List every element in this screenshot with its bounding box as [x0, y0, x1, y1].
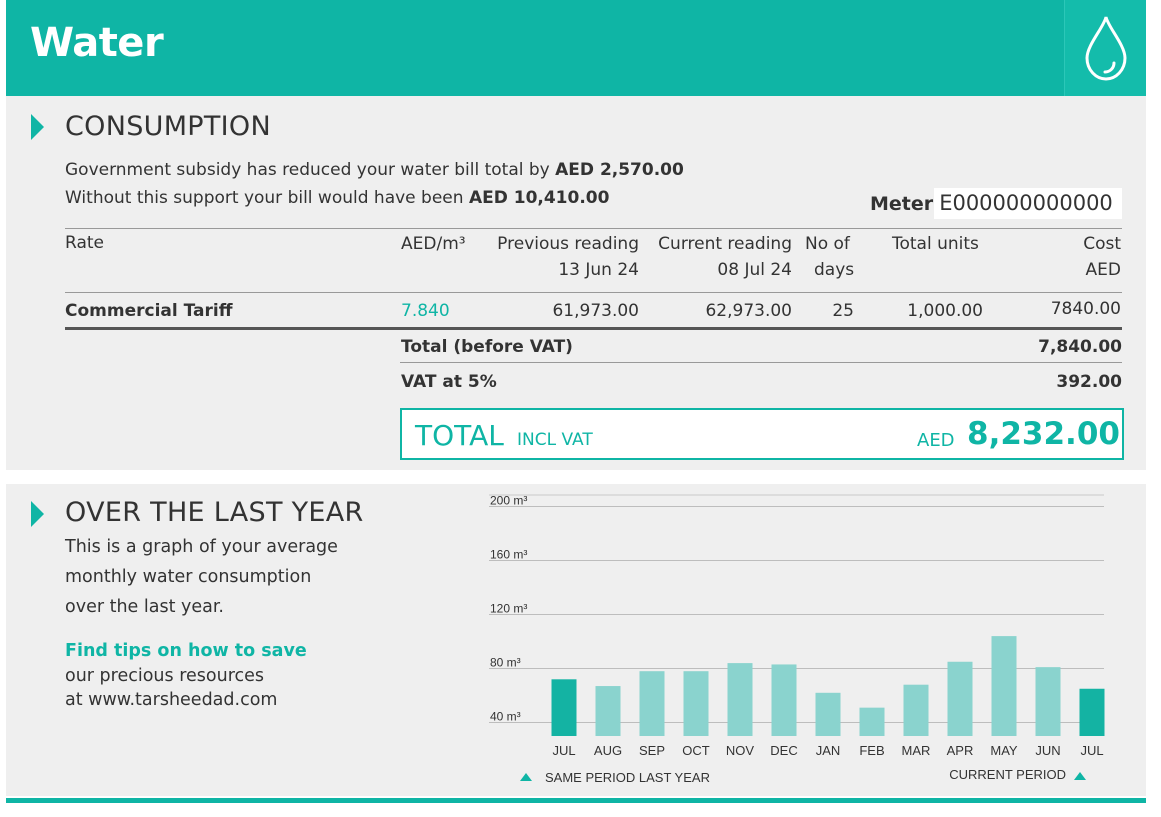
meter-label: Meter [870, 193, 934, 215]
col-days: days [814, 260, 855, 280]
tips-line-2: our precious resources [65, 666, 265, 686]
row-previous: 61,973.00 [552, 301, 639, 321]
total-before-vat-label: Total (before VAT) [401, 337, 573, 357]
meter-line: Meter E000000000000 [870, 191, 1113, 215]
bar [551, 679, 577, 736]
consumption-chart: 40 m³ 80 m³ 120 m³ 160 m³ 200 m³ JUL AUG SEP OCT… [487, 494, 1107, 798]
total-currency: AED [917, 430, 955, 451]
col-previous-date: 13 Jun 24 [558, 260, 639, 280]
without-support-amount: AED 10,410.00 [468, 188, 610, 208]
bar [859, 707, 885, 736]
total-before-vat-value: 7,840.00 [1038, 337, 1122, 357]
col-previous-reading: Previous reading [497, 234, 639, 254]
last-year-title: OVER THE LAST YEAR [65, 497, 364, 528]
without-support-line: Without this support your bill would hav… [65, 188, 609, 208]
vat-divider [400, 362, 1122, 363]
y-tick-label: 200 m³ [490, 494, 527, 508]
consumption-panel [6, 96, 1146, 470]
desc-line-1: This is a graph of your average [65, 537, 338, 557]
col-current-date: 08 Jul 24 [717, 260, 792, 280]
month-label: SEP [639, 743, 665, 758]
table-top-divider [65, 228, 1122, 229]
col-current-reading: Current reading [658, 234, 792, 254]
bar [639, 671, 665, 736]
bar [1035, 667, 1061, 736]
row-divider [65, 327, 1122, 330]
row-cost: 7840.00 [1050, 299, 1121, 319]
col-total-units: Total units [892, 234, 979, 254]
subsidy-amount: AED 2,570.00 [555, 160, 684, 180]
month-label: OCT [682, 743, 710, 758]
month-label: MAY [990, 743, 1018, 758]
desc-line-2: monthly water consumption [65, 567, 312, 587]
tips-link[interactable]: Find tips on how to save [65, 641, 307, 661]
month-label: JUL [552, 743, 575, 758]
col-cost-unit: AED [1085, 260, 1121, 280]
chart-svg: 40 m³ 80 m³ 120 m³ 160 m³ 200 m³ JUL AUG SEP OCT… [489, 494, 1105, 785]
row-units: 1,000.00 [907, 301, 983, 321]
row-current: 62,973.00 [705, 301, 792, 321]
header-divider [65, 292, 1122, 293]
total-box: TOTAL INCL VAT AED 8,232.00 [400, 408, 1124, 460]
bar [947, 661, 973, 736]
month-label: NOV [726, 743, 755, 758]
bar [815, 692, 841, 736]
month-label: MAR [902, 743, 931, 758]
consumption-title: CONSUMPTION [65, 111, 271, 142]
month-label: JUL [1080, 743, 1103, 758]
water-header: Water [6, 0, 1146, 96]
month-label: JUN [1035, 743, 1060, 758]
month-label: JAN [816, 743, 841, 758]
tips-line-3: at www.tarsheedad.com [65, 690, 278, 710]
bar [595, 686, 621, 736]
bar [683, 671, 709, 736]
month-label: DEC [770, 743, 797, 758]
same-period-triangle-icon [520, 773, 532, 781]
y-tick-label: 160 m³ [490, 548, 527, 562]
desc-line-3: over the last year. [65, 597, 224, 617]
col-no-of: No of [805, 234, 850, 254]
col-aed-m3: AED/m³ [401, 234, 466, 254]
subsidy-text: Government subsidy has reduced your wate… [65, 160, 556, 180]
last-year-panel [6, 484, 1146, 796]
y-tick-label: 40 m³ [490, 710, 521, 724]
bar [771, 664, 797, 736]
month-label: FEB [859, 743, 884, 758]
legend-same-period: SAME PERIOD LAST YEAR [545, 770, 710, 785]
row-aed-m3: 7.840 [401, 301, 450, 321]
col-cost: Cost [1083, 234, 1121, 254]
bar [991, 636, 1017, 736]
meter-box [934, 188, 1122, 219]
bar [1079, 688, 1105, 736]
page-title: Water [30, 20, 164, 66]
current-period-triangle-icon [1074, 772, 1086, 780]
subsidy-line: Government subsidy has reduced your wate… [65, 160, 684, 180]
water-drop-icon [1085, 16, 1127, 81]
section-arrow-icon [31, 501, 44, 527]
legend-current-period: CURRENT PERIOD [949, 767, 1066, 782]
bar [727, 663, 753, 736]
month-label: AUG [594, 743, 622, 758]
total-label: TOTAL [415, 419, 504, 452]
month-label: APR [947, 743, 974, 758]
y-tick-label: 80 m³ [490, 656, 521, 670]
vat-label: VAT at 5% [401, 372, 497, 392]
bar [903, 684, 929, 736]
row-rate: Commercial Tariff [65, 301, 233, 321]
total-amount: 8,232.00 [967, 416, 1120, 452]
section-arrow-icon [31, 114, 44, 140]
row-days: 25 [832, 301, 854, 321]
y-tick-label: 120 m³ [490, 602, 527, 616]
meter-number: E000000000000 [939, 191, 1113, 215]
total-incl-vat: INCL VAT [517, 430, 593, 450]
without-support-text: Without this support your bill would hav… [65, 188, 469, 208]
vat-value: 392.00 [1056, 372, 1122, 392]
header-icon-box [1064, 0, 1146, 96]
bottom-rule [6, 798, 1146, 803]
col-rate: Rate [65, 233, 104, 253]
